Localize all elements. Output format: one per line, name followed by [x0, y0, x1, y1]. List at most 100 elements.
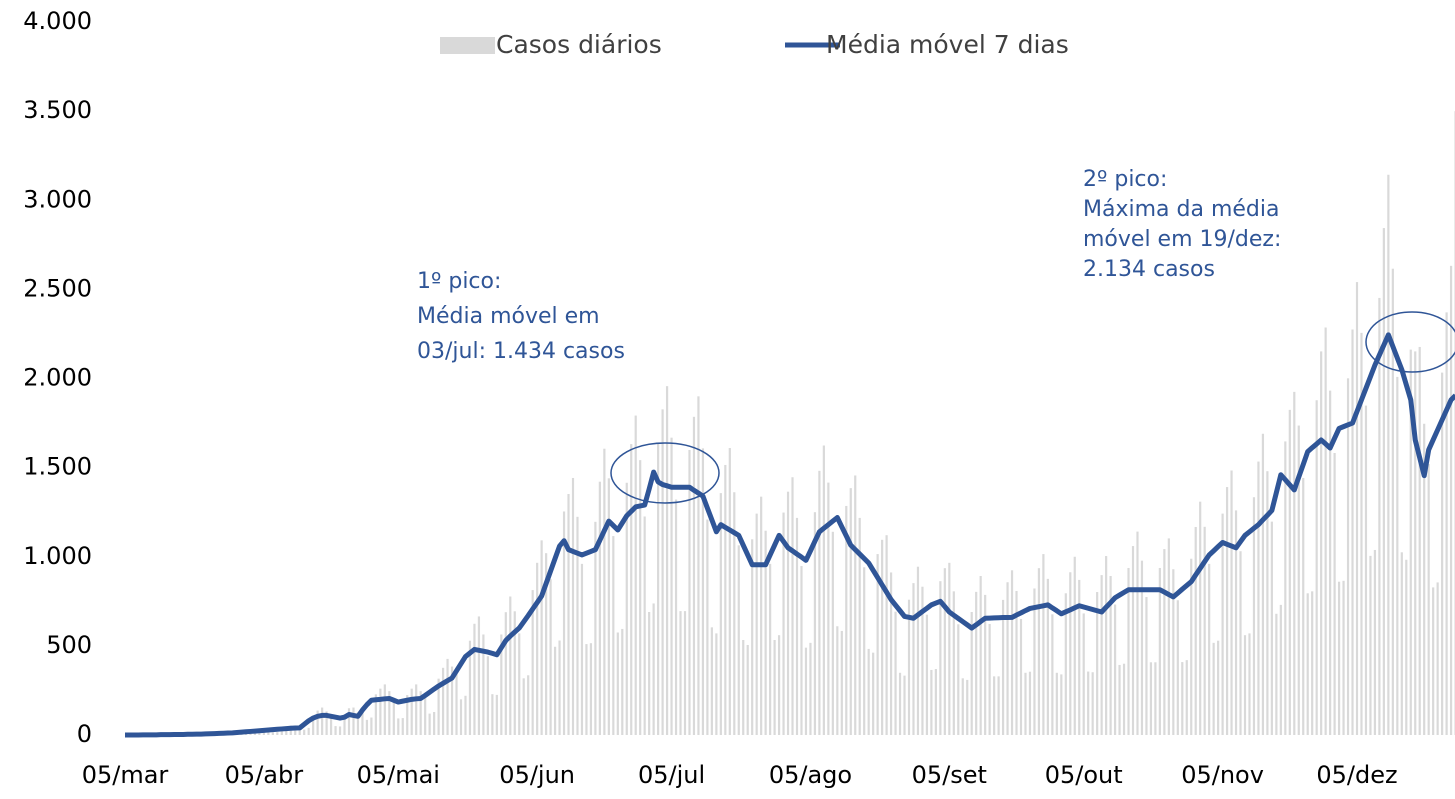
bar: [536, 562, 539, 735]
bar: [710, 627, 713, 735]
bar: [276, 732, 279, 735]
bar: [925, 614, 929, 735]
bar: [477, 616, 481, 735]
bar: [1136, 531, 1139, 735]
bar: [1208, 563, 1211, 735]
bar: [1109, 576, 1112, 735]
legend-label: Casos diários: [496, 30, 662, 59]
bar: [755, 513, 758, 735]
bar: [455, 674, 458, 735]
bar: [1010, 570, 1014, 735]
bar: [1329, 390, 1332, 735]
bar: [665, 386, 669, 735]
bar: [603, 448, 606, 735]
bar: [1140, 560, 1144, 735]
bar: [450, 666, 454, 735]
bar: [898, 672, 902, 735]
bar: [1051, 614, 1054, 735]
bar: [840, 630, 843, 735]
bar: [1337, 581, 1341, 735]
bar: [527, 675, 530, 735]
bar: [509, 596, 512, 735]
bar: [1449, 265, 1453, 735]
bar: [1441, 372, 1444, 735]
bar: [1396, 376, 1399, 735]
bar: [531, 590, 534, 735]
y-tick-label: 3.000: [23, 185, 92, 213]
bar: [858, 517, 861, 735]
foreground: 0 500 1.000 1.500 2.000 2.500 3.000 3.500 4.000 0…: [23, 7, 1397, 789]
bar: [607, 478, 610, 735]
bar: [1342, 580, 1345, 735]
bar: [1306, 593, 1309, 735]
y-tick-label: 4.000: [23, 7, 92, 35]
bar: [961, 678, 964, 735]
bar: [957, 624, 960, 735]
bar: [791, 477, 794, 735]
bar: [1239, 551, 1242, 735]
bar: [545, 553, 548, 735]
bar: [585, 644, 588, 735]
bar: [1015, 590, 1018, 735]
bar: [495, 694, 498, 735]
bar: [473, 623, 476, 735]
bar: [441, 667, 445, 735]
bar: [863, 567, 866, 735]
bar: [518, 633, 521, 735]
bar: [1006, 582, 1009, 735]
bar: [782, 512, 785, 735]
bar: [1279, 604, 1282, 735]
bar: [567, 494, 570, 735]
bar: [661, 409, 664, 735]
bar: [1113, 604, 1117, 735]
bar: [1078, 579, 1081, 735]
bar: [701, 448, 705, 735]
bar: [679, 611, 682, 735]
bar: [670, 437, 673, 735]
bar: [1131, 546, 1135, 735]
bar: [1351, 329, 1354, 735]
bar: [424, 697, 427, 735]
annotation-ellipse: [1365, 311, 1455, 373]
bar: [1432, 587, 1435, 735]
x-tick-label: 05/mai: [357, 761, 440, 789]
bar: [1176, 600, 1179, 735]
bar: [1409, 349, 1412, 735]
bar: [504, 612, 507, 735]
bar: [867, 648, 870, 735]
bar: [347, 708, 351, 735]
bar: [571, 477, 575, 735]
bar: [1167, 538, 1170, 735]
bar: [482, 634, 485, 735]
bar: [1087, 671, 1090, 735]
bar: [1391, 268, 1394, 735]
bar: [1024, 672, 1027, 735]
bar: [634, 415, 637, 735]
bar: [553, 646, 557, 735]
bar: [361, 711, 364, 735]
bar: [540, 540, 543, 735]
bar: [1333, 453, 1336, 735]
bar: [562, 511, 566, 735]
bar: [777, 635, 781, 735]
bar: [392, 702, 395, 735]
bar: [1069, 572, 1072, 735]
bar: [894, 611, 897, 735]
x-tick-label: 05/mar: [82, 761, 169, 789]
bar: [1346, 378, 1350, 735]
bar: [849, 488, 852, 735]
bar: [1364, 405, 1368, 735]
bar: [321, 707, 324, 735]
annotation: 2.134 casos: [1083, 257, 1215, 282]
bar: [356, 712, 360, 735]
bar: [1172, 569, 1175, 735]
bar: [1158, 567, 1161, 735]
bar: [1118, 664, 1121, 735]
annotation: móvel em 19/dez:: [1083, 227, 1281, 252]
bar: [312, 715, 315, 735]
bar: [881, 539, 884, 735]
bar: [764, 530, 767, 735]
bar: [1096, 592, 1099, 735]
bar: [1293, 391, 1296, 735]
